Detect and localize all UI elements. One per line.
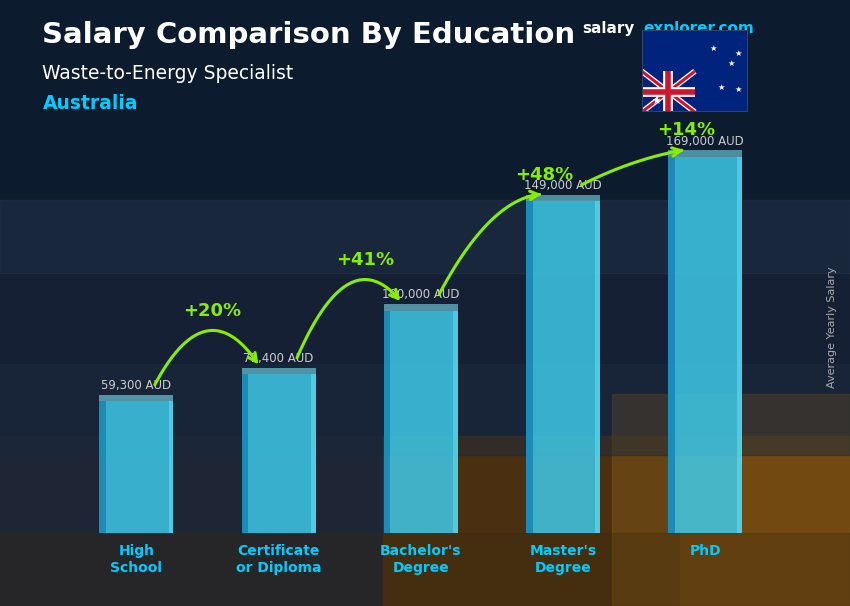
Text: +48%: +48% xyxy=(515,165,574,184)
Bar xyxy=(453,310,457,533)
Bar xyxy=(384,310,458,533)
Bar xyxy=(612,394,850,606)
Bar xyxy=(0,364,850,454)
Text: Salary Comparison By Education: Salary Comparison By Education xyxy=(42,21,575,49)
Text: salary: salary xyxy=(582,21,635,36)
Bar xyxy=(595,201,600,533)
Text: ★: ★ xyxy=(717,83,725,92)
Bar xyxy=(0,273,850,436)
Text: +20%: +20% xyxy=(184,302,241,320)
Text: ★: ★ xyxy=(652,98,661,107)
Text: 149,000 AUD: 149,000 AUD xyxy=(524,179,602,192)
Text: ★: ★ xyxy=(710,44,717,53)
Bar xyxy=(99,401,106,533)
Bar xyxy=(0,200,850,273)
Bar xyxy=(526,201,600,533)
Text: Waste-to-Energy Specialist: Waste-to-Energy Specialist xyxy=(42,64,294,82)
Bar xyxy=(526,195,600,201)
Bar xyxy=(0,0,850,273)
Bar xyxy=(668,157,675,533)
Bar xyxy=(0,436,382,606)
Bar xyxy=(311,375,315,533)
Bar xyxy=(168,401,173,533)
Bar xyxy=(738,157,742,533)
Bar xyxy=(99,401,173,533)
Text: 169,000 AUD: 169,000 AUD xyxy=(666,135,744,148)
Bar xyxy=(384,304,458,310)
Bar xyxy=(241,375,315,533)
Text: Australia: Australia xyxy=(42,94,138,113)
Bar xyxy=(680,436,850,606)
Text: 71,400 AUD: 71,400 AUD xyxy=(243,352,314,365)
Bar xyxy=(382,436,680,606)
Text: 100,000 AUD: 100,000 AUD xyxy=(382,288,460,301)
Bar xyxy=(526,201,533,533)
Bar xyxy=(0,533,850,606)
Bar xyxy=(241,368,315,375)
Text: +41%: +41% xyxy=(336,251,394,269)
Text: ★: ★ xyxy=(734,85,742,94)
Text: explorer.com: explorer.com xyxy=(643,21,754,36)
Text: ★: ★ xyxy=(728,59,734,67)
Bar xyxy=(384,310,390,533)
Bar xyxy=(668,150,742,157)
Text: +14%: +14% xyxy=(658,121,716,139)
Text: Average Yearly Salary: Average Yearly Salary xyxy=(827,267,837,388)
Bar xyxy=(668,157,742,533)
Bar xyxy=(241,375,248,533)
Bar xyxy=(99,395,173,401)
Text: ★: ★ xyxy=(734,48,742,58)
Text: 59,300 AUD: 59,300 AUD xyxy=(101,379,172,392)
